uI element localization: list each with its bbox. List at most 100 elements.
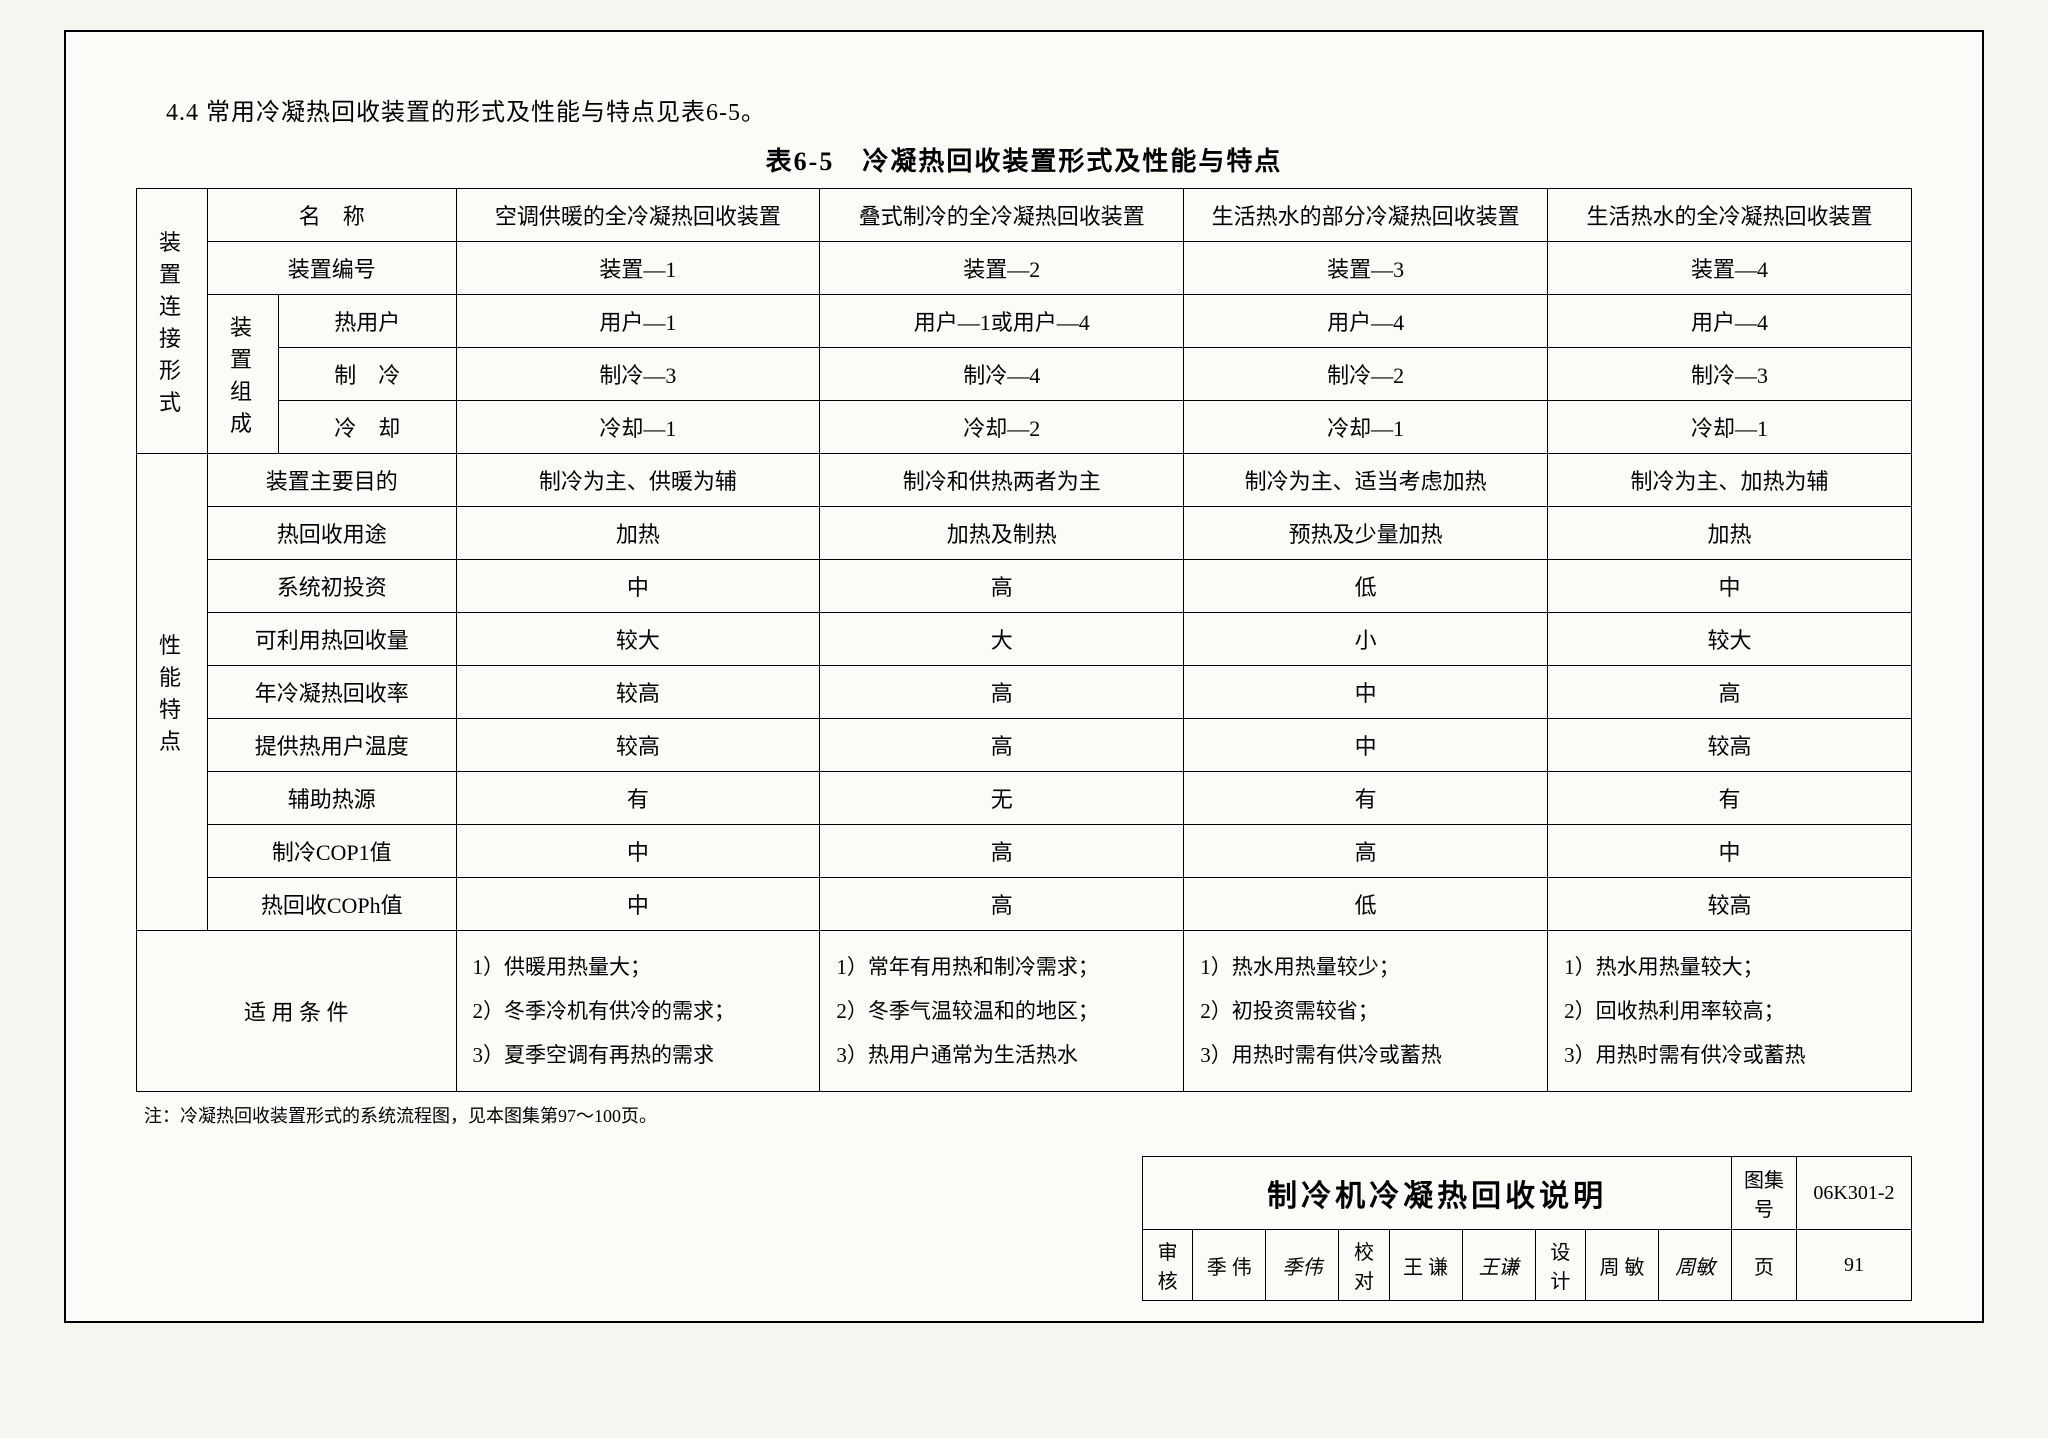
footnote: 注：冷凝热回收装置形式的系统流程图，见本图集第97～100页。 — [144, 1102, 1912, 1128]
cell: 无 — [820, 772, 1184, 825]
conditions-c1: 1）供暖用热量大； 2）冬季冷机有供冷的需求； 3）夏季空调有再热的需求 — [456, 931, 820, 1092]
row-label-device-no: 装置编号 — [208, 242, 457, 295]
cond-line: 1）常年有用热和制冷需求； — [836, 945, 1173, 989]
row-label-initial-invest: 系统初投资 — [208, 560, 457, 613]
cell: 预热及少量加热 — [1184, 507, 1548, 560]
cell: 冷却—2 — [820, 401, 1184, 454]
cond-line: 3）热用户通常为生活热水 — [836, 1033, 1173, 1077]
design-name: 周 敏 — [1585, 1230, 1658, 1301]
cond-line: 1）热水用热量较少； — [1200, 945, 1537, 989]
table-row: 年冷凝热回收率 较高 高 中 高 — [137, 666, 1912, 719]
row-label-reject: 冷 却 — [279, 401, 457, 454]
design-label: 设计 — [1535, 1230, 1585, 1301]
cell: 制冷—3 — [456, 348, 820, 401]
cell: 制冷为主、供暖为辅 — [456, 454, 820, 507]
cond-line: 1）供暖用热量大； — [473, 945, 810, 989]
table-row: 冷 却 冷却—1 冷却—2 冷却—1 冷却—1 — [137, 401, 1912, 454]
cell: 高 — [820, 825, 1184, 878]
row-label-cooling: 制 冷 — [279, 348, 457, 401]
cell: 制冷—3 — [1548, 348, 1912, 401]
cell: 中 — [456, 825, 820, 878]
row-label-coph: 热回收COPh值 — [208, 878, 457, 931]
cell: 小 — [1184, 613, 1548, 666]
cell: 中 — [1184, 666, 1548, 719]
cell: 冷却—1 — [1184, 401, 1548, 454]
cell: 用户—4 — [1548, 295, 1912, 348]
section-heading: 4.4 常用冷凝热回收装置的形式及性能与特点见表6-5。 — [166, 92, 1912, 127]
row-label-heat-user: 热用户 — [279, 295, 457, 348]
cell: 装置—4 — [1548, 242, 1912, 295]
cond-line: 2）冬季气温较温和的地区； — [836, 989, 1173, 1033]
cell: 中 — [1548, 825, 1912, 878]
row-label-annual-rate: 年冷凝热回收率 — [208, 666, 457, 719]
cond-line: 2）初投资需较省； — [1200, 989, 1537, 1033]
cell: 冷却—1 — [456, 401, 820, 454]
cell: 较高 — [456, 666, 820, 719]
row-label-supply-temp: 提供热用户温度 — [208, 719, 457, 772]
cell: 装置—3 — [1184, 242, 1548, 295]
table-row: 装置编号 装置—1 装置—2 装置—3 装置—4 — [137, 242, 1912, 295]
table-row: 装置组成 热用户 用户—1 用户—1或用户—4 用户—4 用户—4 — [137, 295, 1912, 348]
table-row: 适 用 条 件 1）供暖用热量大； 2）冬季冷机有供冷的需求； 3）夏季空调有再… — [137, 931, 1912, 1092]
titleblock: 制冷机冷凝热回收说明 图集号 06K301-2 审核 季 伟 季伟 校对 王 谦… — [136, 1156, 1912, 1301]
row-label-recovery-use: 热回收用途 — [208, 507, 457, 560]
cell: 大 — [820, 613, 1184, 666]
cond-line: 2）冬季冷机有供冷的需求； — [473, 989, 810, 1033]
check-label: 校对 — [1339, 1230, 1389, 1301]
cell: 低 — [1184, 560, 1548, 613]
cell: 高 — [1548, 666, 1912, 719]
cond-line: 3）用热时需有供冷或蓄热 — [1200, 1033, 1537, 1077]
review-label: 审核 — [1143, 1230, 1193, 1301]
row-label-conditions: 适 用 条 件 — [137, 931, 457, 1092]
cell: 加热 — [1548, 507, 1912, 560]
cell: 较高 — [1548, 719, 1912, 772]
cell: 低 — [1184, 878, 1548, 931]
conditions-c2: 1）常年有用热和制冷需求； 2）冬季气温较温和的地区； 3）热用户通常为生活热水 — [820, 931, 1184, 1092]
row-label-cop1: 制冷COP1值 — [208, 825, 457, 878]
review-sig: 季伟 — [1266, 1230, 1339, 1301]
cell: 高 — [820, 666, 1184, 719]
cond-line: 1）热水用热量较大； — [1564, 945, 1901, 989]
document-page: 4.4 常用冷凝热回收装置的形式及性能与特点见表6-5。 表6-5 冷凝热回收装… — [64, 30, 1984, 1323]
cell: 叠式制冷的全冷凝热回收装置 — [820, 189, 1184, 242]
cond-line: 3）用热时需有供冷或蓄热 — [1564, 1033, 1901, 1077]
cell: 用户—1 — [456, 295, 820, 348]
conditions-c4: 1）热水用热量较大； 2）回收热利用率较高； 3）用热时需有供冷或蓄热 — [1548, 931, 1912, 1092]
group-label-composition: 装置组成 — [208, 295, 279, 454]
check-sig: 王谦 — [1462, 1230, 1535, 1301]
cell: 较大 — [456, 613, 820, 666]
cell: 中 — [456, 560, 820, 613]
row-label-main-purpose: 装置主要目的 — [208, 454, 457, 507]
cell: 中 — [1548, 560, 1912, 613]
cell: 制冷和供热两者为主 — [820, 454, 1184, 507]
table-row: 制冷COP1值 中 高 高 中 — [137, 825, 1912, 878]
cell: 高 — [820, 560, 1184, 613]
group-label-connection: 装置连接形式 — [137, 189, 208, 454]
main-table: 装置连接形式 名 称 空调供暖的全冷凝热回收装置 叠式制冷的全冷凝热回收装置 生… — [136, 188, 1912, 1092]
cell: 制冷为主、适当考虑加热 — [1184, 454, 1548, 507]
cond-line: 3）夏季空调有再热的需求 — [473, 1033, 810, 1077]
page-label: 页 — [1732, 1230, 1797, 1301]
cell: 制冷—2 — [1184, 348, 1548, 401]
cell: 制冷—4 — [820, 348, 1184, 401]
table-row: 装置连接形式 名 称 空调供暖的全冷凝热回收装置 叠式制冷的全冷凝热回收装置 生… — [137, 189, 1912, 242]
page-value: 91 — [1796, 1230, 1911, 1301]
cell: 有 — [456, 772, 820, 825]
table-row: 制 冷 制冷—3 制冷—4 制冷—2 制冷—3 — [137, 348, 1912, 401]
table-row: 热回收用途 加热 加热及制热 预热及少量加热 加热 — [137, 507, 1912, 560]
cell: 中 — [1184, 719, 1548, 772]
group-label-performance: 性能特点 — [137, 454, 208, 931]
cond-line: 2）回收热利用率较高； — [1564, 989, 1901, 1033]
cell: 加热及制热 — [820, 507, 1184, 560]
design-sig: 周敏 — [1659, 1230, 1732, 1301]
cell: 加热 — [456, 507, 820, 560]
row-label-avail-recovery: 可利用热回收量 — [208, 613, 457, 666]
table-row: 系统初投资 中 高 低 中 — [137, 560, 1912, 613]
cell: 有 — [1184, 772, 1548, 825]
check-name: 王 谦 — [1389, 1230, 1462, 1301]
cell: 高 — [1184, 825, 1548, 878]
cell: 制冷为主、加热为辅 — [1548, 454, 1912, 507]
cell: 装置—1 — [456, 242, 820, 295]
atlas-label: 图集号 — [1732, 1157, 1797, 1230]
cell: 有 — [1548, 772, 1912, 825]
